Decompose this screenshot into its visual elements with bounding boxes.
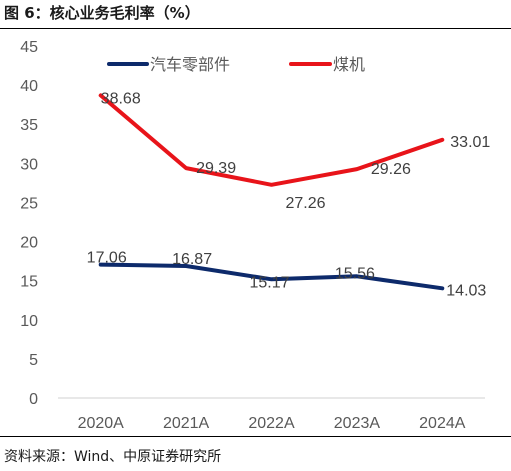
- x-tick-label: 2023A: [334, 415, 381, 432]
- y-tick-label: 10: [20, 313, 38, 330]
- x-tick-label: 2022A: [248, 415, 295, 432]
- data-label: 17.06: [87, 250, 127, 267]
- y-tick-label: 0: [29, 391, 38, 408]
- y-tick-label: 25: [20, 195, 38, 212]
- y-tick-label: 20: [20, 235, 38, 252]
- y-tick-label: 45: [20, 39, 38, 56]
- data-label: 14.03: [446, 282, 486, 299]
- data-label: 33.01: [450, 134, 490, 151]
- data-label: 38.68: [101, 90, 141, 107]
- y-tick-label: 15: [20, 274, 38, 291]
- data-label: 15.17: [249, 274, 289, 291]
- data-label: 27.26: [285, 195, 325, 212]
- x-tick-label: 2020A: [78, 415, 125, 432]
- x-tick-label: 2024A: [419, 415, 466, 432]
- data-label: 29.39: [196, 160, 236, 177]
- y-tick-label: 30: [20, 156, 38, 173]
- legend-label: 汽车零部件: [150, 55, 230, 74]
- series-line-1: [98, 262, 445, 291]
- y-tick-label: 35: [20, 117, 38, 134]
- y-tick-label: 40: [20, 78, 38, 95]
- legend-label: 煤机: [333, 55, 365, 74]
- y-tick-label: 5: [29, 352, 38, 369]
- source-note: 资料来源：Wind、中原证券研究所: [4, 449, 222, 465]
- title-divider: [0, 28, 511, 29]
- data-label: 29.26: [371, 161, 411, 178]
- series-line-2: [98, 93, 445, 187]
- chart-title: 图 6：核心业务毛利率（%）: [4, 4, 200, 22]
- line-chart: 0 5 10 15 20 25 30 35 40 45 2020A 2021A 2022A 2023A 20…: [20, 39, 490, 432]
- x-tick-label: 2021A: [163, 415, 210, 432]
- data-label: 16.87: [172, 251, 212, 268]
- footer-divider: [0, 436, 511, 437]
- data-label: 15.56: [335, 265, 375, 282]
